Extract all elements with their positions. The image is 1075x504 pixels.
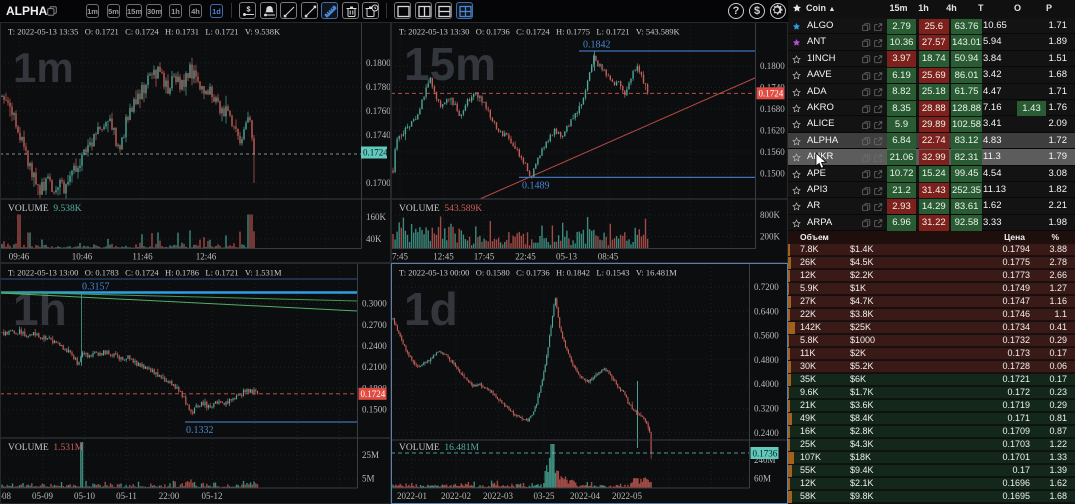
svg-text:2022-04: 2022-04 [570, 491, 600, 501]
svg-text:12:45: 12:45 [433, 252, 454, 262]
svg-text:T: 2022-05-13 00:00 O: 0.158: T: 2022-05-13 00:00 O: 0.1580 C: 0.1736 … [399, 268, 677, 278]
svg-text:05-09: 05-09 [32, 491, 53, 501]
svg-text:0.2700: 0.2700 [362, 320, 387, 330]
svg-text:T: 2022-05-13 13:35 O: 0.172: T: 2022-05-13 13:35 O: 0.1721 C: 0.1724 … [8, 27, 281, 37]
svg-text:0.2100: 0.2100 [362, 362, 387, 372]
svg-text:0.4800: 0.4800 [754, 355, 779, 365]
svg-text:17:45: 17:45 [474, 252, 495, 262]
svg-text:0.1620: 0.1620 [760, 126, 785, 136]
svg-text:11:46: 11:46 [132, 252, 153, 262]
svg-text:0.2400: 0.2400 [362, 341, 387, 351]
svg-text:03-25: 03-25 [534, 491, 555, 501]
svg-text:0.1724: 0.1724 [363, 148, 388, 158]
svg-text:60M: 60M [754, 474, 771, 484]
svg-text:0.3000: 0.3000 [362, 299, 387, 309]
svg-text:2022-03: 2022-03 [483, 491, 513, 501]
svg-text:0.4000: 0.4000 [754, 379, 779, 389]
svg-text:2022-05: 2022-05 [612, 491, 642, 501]
svg-text:0.1740: 0.1740 [366, 130, 391, 140]
svg-text:0.1489: 0.1489 [522, 181, 550, 192]
svg-text:1h: 1h [13, 283, 67, 335]
svg-text:0.1780: 0.1780 [366, 82, 391, 92]
svg-text:22:45: 22:45 [515, 252, 536, 262]
svg-text:T: 2022-05-13 13:30 O: 0.173: T: 2022-05-13 13:30 O: 0.1736 C: 0.1724 … [399, 27, 680, 37]
svg-text:VOLUME 543.589K: VOLUME 543.589K [399, 204, 482, 214]
svg-text:05-11: 05-11 [116, 491, 137, 501]
svg-text:15m: 15m [404, 38, 496, 90]
svg-text:0.1700: 0.1700 [366, 178, 391, 188]
svg-text:0.1724: 0.1724 [361, 389, 386, 399]
svg-text:05-13: 05-13 [556, 252, 577, 262]
svg-text:25M: 25M [362, 450, 379, 460]
svg-text:22:00: 22:00 [159, 491, 180, 501]
svg-text:0.1800: 0.1800 [366, 58, 391, 68]
svg-text:0.2400: 0.2400 [754, 428, 779, 438]
svg-text:-08: -08 [0, 491, 11, 501]
svg-text:0.3200: 0.3200 [754, 404, 779, 414]
svg-text:05-10: 05-10 [74, 491, 95, 501]
svg-text:160K: 160K [366, 212, 387, 222]
svg-text:2022-02: 2022-02 [441, 491, 471, 501]
svg-text:5M: 5M [362, 474, 375, 484]
svg-text:0.1800: 0.1800 [760, 61, 785, 71]
svg-text:12:46: 12:46 [196, 252, 217, 262]
svg-text:0.7200: 0.7200 [754, 282, 779, 292]
svg-text:0.6400: 0.6400 [754, 306, 779, 316]
svg-text:$: $ [246, 5, 251, 14]
svg-text:08:45: 08:45 [598, 252, 619, 262]
svg-text:0.1560: 0.1560 [760, 147, 785, 157]
svg-text:0.1500: 0.1500 [760, 169, 785, 179]
svg-text:0.5600: 0.5600 [754, 331, 779, 341]
svg-text:10:46: 10:46 [72, 252, 93, 262]
svg-text:0.3157: 0.3157 [82, 282, 110, 293]
svg-text:1m: 1m [13, 44, 74, 91]
svg-text:40K: 40K [366, 234, 382, 244]
svg-text:240M: 240M [754, 455, 776, 465]
svg-text:09:46: 09:46 [9, 252, 30, 262]
svg-text:0.1760: 0.1760 [366, 106, 391, 116]
svg-text:0.1842: 0.1842 [583, 40, 611, 51]
svg-text:0.1500: 0.1500 [362, 405, 387, 415]
svg-text:VOLUME 1.531M: VOLUME 1.531M [8, 443, 84, 453]
svg-text:VOLUME 16.481M: VOLUME 16.481M [399, 443, 480, 453]
svg-text:T: 2022-05-13 13:00 O: 0.178: T: 2022-05-13 13:00 O: 0.1783 C: 0.1724 … [8, 268, 282, 278]
svg-text:200K: 200K [760, 232, 781, 242]
svg-text:0.1332: 0.1332 [186, 425, 214, 436]
svg-text:800K: 800K [760, 210, 781, 220]
svg-text:0.1680: 0.1680 [760, 104, 785, 114]
svg-text:VOLUME 9.538K: VOLUME 9.538K [8, 204, 82, 214]
svg-text:05-12: 05-12 [202, 491, 223, 501]
svg-text:7:45: 7:45 [392, 252, 409, 262]
svg-text:0.1736: 0.1736 [753, 448, 778, 458]
svg-text:1d: 1d [404, 283, 458, 335]
svg-text:0.1724: 0.1724 [759, 89, 784, 99]
svg-text:2022-01: 2022-01 [397, 491, 427, 501]
